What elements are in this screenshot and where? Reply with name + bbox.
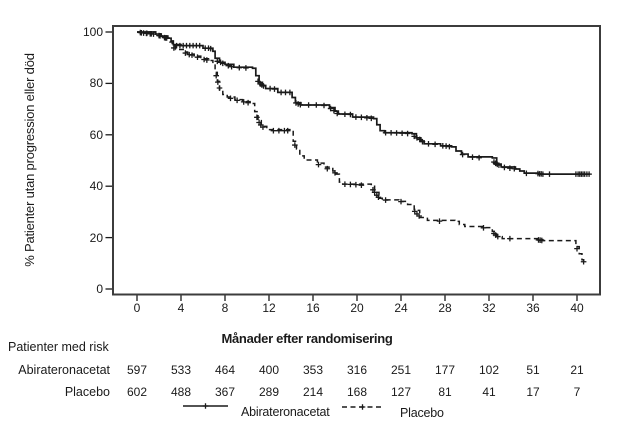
x-tick-label: 16 [306, 301, 320, 315]
x-tick-label: 4 [177, 301, 185, 315]
risk-count: 251 [390, 363, 412, 377]
y-tick-label: 80 [89, 76, 103, 91]
series-line-placebo [137, 31, 585, 262]
risk-count: 51 [526, 363, 540, 377]
legend-censor-mark [359, 404, 366, 410]
risk-count: 177 [434, 363, 456, 377]
risk-count: 353 [302, 363, 324, 377]
series-line-abirateronacetat [137, 31, 591, 175]
risk-count: 21 [570, 363, 584, 377]
y-tick-label: 60 [89, 127, 103, 142]
x-tick-label: 8 [221, 301, 229, 315]
legend-censor-mark [202, 403, 209, 409]
x-tick-label: 20 [350, 301, 364, 315]
risk-count: 602 [126, 385, 148, 399]
y-tick-label: 40 [89, 179, 103, 194]
risk-count: 464 [214, 363, 236, 377]
risk-count: 168 [346, 385, 368, 399]
risk-table-heading: Patienter med risk [8, 340, 109, 354]
censor-marks-abirateronacetat [137, 29, 592, 177]
risk-count: 488 [170, 385, 192, 399]
x-tick-label: 40 [570, 301, 584, 315]
x-tick-label: 36 [526, 301, 540, 315]
y-tick-label: 20 [89, 230, 103, 245]
x-tick-label: 28 [438, 301, 452, 315]
risk-count: 17 [526, 385, 540, 399]
risk-count: 400 [258, 363, 280, 377]
x-tick-label: 12 [262, 301, 276, 315]
x-tick-label: 0 [133, 301, 141, 315]
risk-count: 214 [302, 385, 324, 399]
risk-count: 81 [438, 385, 452, 399]
x-tick-label: 32 [482, 301, 496, 315]
risk-count: 127 [390, 385, 412, 399]
x-tick-label: 24 [394, 301, 408, 315]
x-axis-title: Månader efter randomisering [221, 331, 393, 346]
legend-label-placebo: Placebo [400, 406, 444, 420]
legend-label-abirateronacetat: Abirateronacetat [241, 405, 330, 419]
risk-count: 316 [346, 363, 368, 377]
censor-marks-placebo [138, 29, 587, 265]
risk-row-label: Placebo [64, 385, 110, 399]
risk-count: 367 [214, 385, 236, 399]
plot-border [112, 25, 601, 296]
risk-count: 289 [258, 385, 280, 399]
y-axis-title: % Patienter utan progression eller död [22, 53, 37, 267]
risk-count: 41 [482, 385, 496, 399]
y-tick-label: 100 [82, 25, 103, 39]
risk-count: 7 [573, 385, 581, 399]
risk-row-label: Abirateronacetat [18, 363, 110, 377]
risk-count: 533 [170, 363, 192, 377]
y-tick-label: 0 [96, 282, 103, 296]
risk-count: 597 [126, 363, 148, 377]
risk-count: 102 [478, 363, 500, 377]
